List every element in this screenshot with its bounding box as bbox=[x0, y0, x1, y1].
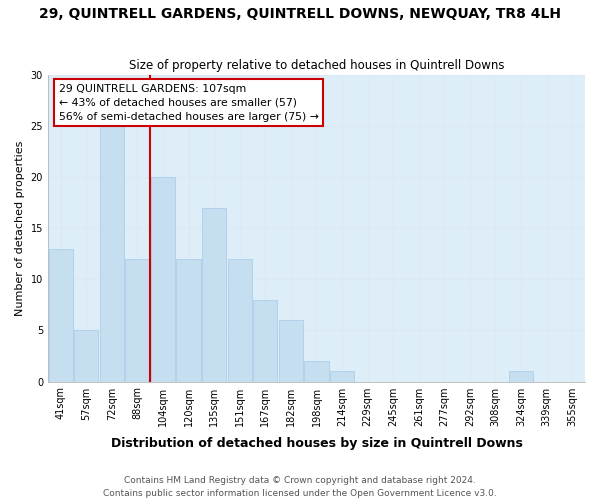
Y-axis label: Number of detached properties: Number of detached properties bbox=[15, 140, 25, 316]
Bar bbox=[74, 330, 98, 382]
Bar bbox=[509, 372, 533, 382]
Bar bbox=[227, 258, 252, 382]
Bar bbox=[202, 208, 226, 382]
Bar bbox=[100, 126, 124, 382]
Bar bbox=[304, 361, 329, 382]
Bar bbox=[125, 258, 149, 382]
Bar bbox=[176, 258, 201, 382]
Bar bbox=[49, 248, 73, 382]
Bar bbox=[253, 300, 277, 382]
Title: Size of property relative to detached houses in Quintrell Downs: Size of property relative to detached ho… bbox=[129, 59, 504, 72]
Bar bbox=[279, 320, 303, 382]
Bar bbox=[330, 372, 354, 382]
Text: 29, QUINTRELL GARDENS, QUINTRELL DOWNS, NEWQUAY, TR8 4LH: 29, QUINTRELL GARDENS, QUINTRELL DOWNS, … bbox=[39, 8, 561, 22]
Text: Contains HM Land Registry data © Crown copyright and database right 2024.
Contai: Contains HM Land Registry data © Crown c… bbox=[103, 476, 497, 498]
X-axis label: Distribution of detached houses by size in Quintrell Downs: Distribution of detached houses by size … bbox=[110, 437, 523, 450]
Bar bbox=[151, 177, 175, 382]
Text: 29 QUINTRELL GARDENS: 107sqm
← 43% of detached houses are smaller (57)
56% of se: 29 QUINTRELL GARDENS: 107sqm ← 43% of de… bbox=[59, 84, 319, 122]
